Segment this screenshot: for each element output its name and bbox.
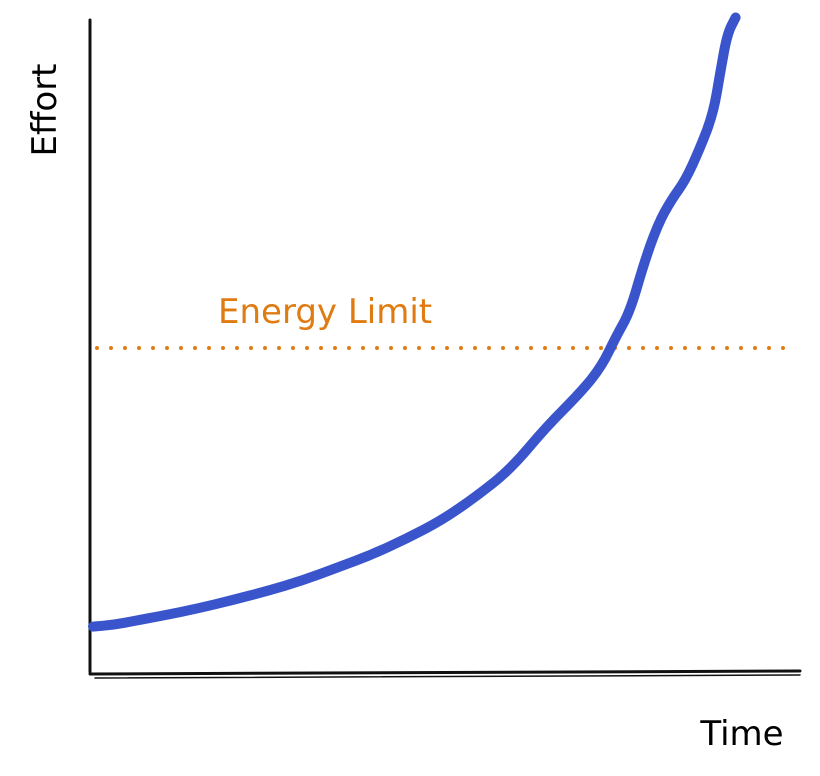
y-axis-label: Effort: [25, 63, 65, 156]
x-axis: [88, 669, 802, 676]
x-axis-label: Time: [699, 714, 783, 754]
energy-limit-label: Energy Limit: [218, 292, 432, 332]
x-axis-stroke-2: [94, 674, 801, 679]
effort-curve: [88, 12, 741, 632]
